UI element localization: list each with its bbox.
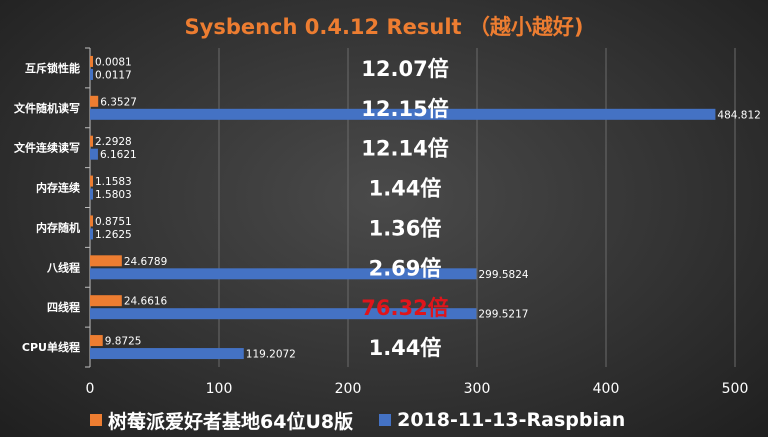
bar-series-0 bbox=[90, 136, 93, 147]
bar-series-1 bbox=[90, 149, 98, 160]
legend-item-series-1: 2018-11-13-Raspbian bbox=[379, 409, 625, 431]
bar-series-1 bbox=[90, 348, 244, 359]
legend-swatch-series-1 bbox=[379, 414, 391, 426]
data-label-series-0: 24.6616 bbox=[124, 296, 168, 308]
category-label: CPU单线程 bbox=[22, 340, 80, 354]
legend-item-series-0: 树莓派爱好者基地64位U8版 bbox=[90, 407, 353, 434]
x-tick-label: 400 bbox=[593, 381, 620, 397]
x-tick-label: 300 bbox=[464, 381, 491, 397]
data-label-series-0: 0.0081 bbox=[95, 56, 132, 68]
data-label-series-0: 0.8751 bbox=[95, 216, 132, 228]
category-label: 文件随机读写 bbox=[14, 101, 80, 115]
ratio-label: 76.32倍 bbox=[361, 296, 448, 320]
category-label: 互斥锁性能 bbox=[25, 61, 80, 75]
ratio-label: 2.69倍 bbox=[369, 256, 442, 280]
bar-series-0 bbox=[90, 176, 93, 187]
category-label: 文件连续读写 bbox=[14, 141, 80, 155]
data-label-series-1: 0.0117 bbox=[95, 69, 132, 81]
bar-series-0 bbox=[90, 255, 122, 266]
ratio-label: 1.36倍 bbox=[369, 216, 442, 240]
category-label: 内存随机 bbox=[36, 220, 80, 234]
bar-series-1 bbox=[90, 228, 93, 239]
ratio-label: 12.15倍 bbox=[361, 97, 448, 121]
data-label-series-1: 484.812 bbox=[717, 109, 760, 121]
data-label-series-0: 6.3527 bbox=[100, 96, 137, 108]
category-label: 内存连续 bbox=[36, 181, 80, 195]
data-label-series-1: 299.5824 bbox=[478, 269, 528, 281]
ratio-label: 1.44倍 bbox=[369, 336, 442, 360]
legend-label-series-0: 树莓派爱好者基地64位U8版 bbox=[108, 407, 353, 434]
data-label-series-1: 299.5217 bbox=[478, 309, 528, 321]
category-label: 八线程 bbox=[46, 260, 80, 274]
data-label-series-0: 9.8725 bbox=[105, 336, 142, 348]
bar-series-1 bbox=[90, 189, 93, 200]
chart-title: Sysbench 0.4.12 Result （越小越好) bbox=[185, 15, 584, 39]
ratio-label: 12.14倍 bbox=[361, 137, 448, 161]
bar-series-0 bbox=[90, 295, 122, 306]
data-label-series-0: 1.1583 bbox=[95, 176, 132, 188]
data-label-series-0: 2.2928 bbox=[95, 136, 132, 148]
data-label-series-1: 1.2625 bbox=[95, 229, 132, 241]
data-label-series-1: 119.2072 bbox=[246, 349, 296, 361]
legend-swatch-series-0 bbox=[90, 414, 102, 426]
data-label-series-1: 1.5803 bbox=[95, 189, 132, 201]
x-tick-label: 500 bbox=[722, 381, 749, 397]
ratio-label: 12.07倍 bbox=[361, 57, 448, 81]
bar-series-0 bbox=[90, 215, 93, 226]
ratio-label: 1.44倍 bbox=[369, 177, 442, 201]
x-tick-label: 100 bbox=[206, 381, 233, 397]
chart-legend: 树莓派爱好者基地64位U8版 2018-11-13-Raspbian bbox=[90, 406, 750, 434]
bar-series-0 bbox=[90, 96, 98, 107]
bar-series-1 bbox=[90, 69, 93, 80]
x-tick-label: 200 bbox=[335, 381, 362, 397]
bar-series-0 bbox=[90, 56, 93, 67]
data-label-series-0: 24.6789 bbox=[124, 256, 167, 268]
x-tick-label: 0 bbox=[86, 381, 95, 397]
bar-series-0 bbox=[90, 335, 103, 346]
legend-label-series-1: 2018-11-13-Raspbian bbox=[397, 409, 625, 431]
data-label-series-1: 6.1621 bbox=[100, 149, 137, 161]
category-label: 四线程 bbox=[47, 300, 80, 314]
